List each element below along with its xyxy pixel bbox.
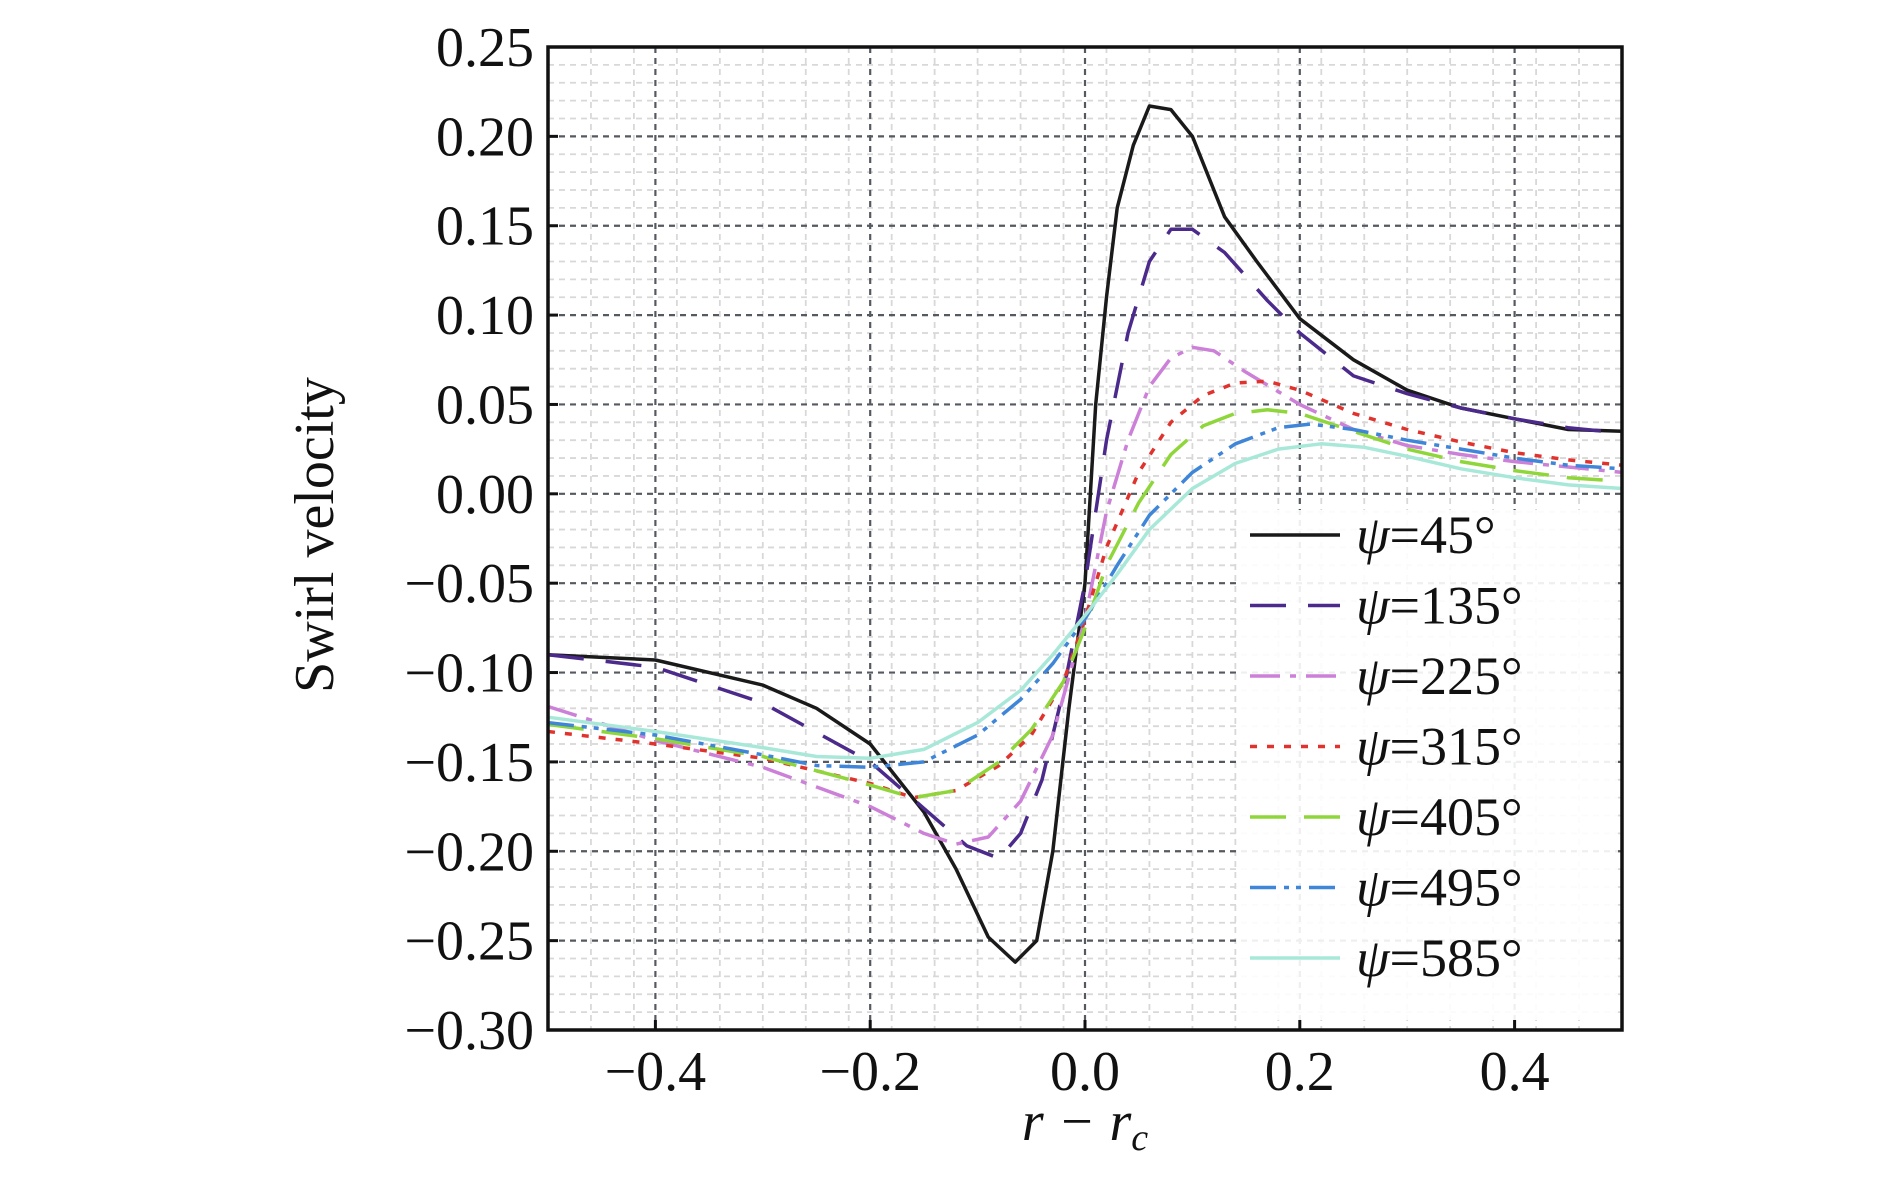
y-tick-label: 0.15: [436, 196, 534, 258]
legend-label-7: ψ=585°: [1356, 928, 1523, 988]
legend-symbol: ψ: [1356, 858, 1391, 918]
legend-symbol: ψ: [1356, 928, 1391, 988]
y-tick-label: −0.25: [404, 911, 534, 973]
x-tick-label: −0.2: [819, 1041, 921, 1103]
series-layer: [547, 104, 1623, 964]
x-tick-label: −0.4: [605, 1041, 707, 1103]
tick-layer: −0.4 −0.2 0.0 0.2 0.4 0.25 0.20 0.15 0.10 0.05 0.0…: [404, 17, 1549, 1103]
y-tick-label: 0.10: [436, 285, 534, 347]
x-axis-title-main: r − r: [1022, 1091, 1132, 1153]
y-tick-label: −0.05: [404, 553, 534, 615]
legend-label-5: ψ=405°: [1356, 787, 1523, 847]
legend: ψ=45°ψ=135°ψ=225°ψ=315°ψ=405°ψ=495°ψ=585…: [1240, 505, 1618, 1020]
y-axis-title: Swirl velocity: [284, 377, 346, 693]
y-tick-label: 0.05: [436, 374, 534, 436]
legend-symbol: ψ: [1356, 505, 1391, 565]
series-line-3: [547, 345, 1623, 846]
legend-label-3: ψ=225°: [1356, 646, 1523, 706]
legend-symbol: ψ: [1356, 787, 1391, 847]
legend-symbol: ψ: [1356, 646, 1391, 706]
x-axis-title: r − rc: [1022, 1091, 1148, 1159]
legend-value: =225°: [1390, 646, 1523, 706]
x-tick-label: 0.0: [1050, 1041, 1120, 1103]
x-tick-label: 0.4: [1480, 1041, 1550, 1103]
y-tick-label: 0.00: [436, 464, 534, 526]
legend-symbol: ψ: [1356, 717, 1391, 777]
legend-box: [1240, 510, 1618, 1020]
series-line-1: [547, 104, 1623, 964]
legend-value: =135°: [1390, 576, 1523, 636]
legend-value: =585°: [1390, 928, 1523, 988]
y-tick-label: −0.20: [404, 821, 534, 883]
y-tick-label: −0.30: [404, 1000, 534, 1062]
legend-value: =495°: [1390, 858, 1523, 918]
legend-value: =45°: [1390, 505, 1496, 565]
legend-value: =315°: [1390, 717, 1523, 777]
legend-label-4: ψ=315°: [1356, 717, 1523, 777]
legend-symbol: ψ: [1356, 576, 1391, 636]
legend-value: =405°: [1390, 787, 1523, 847]
legend-label-2: ψ=135°: [1356, 576, 1523, 636]
y-tick-label: 0.20: [436, 106, 534, 168]
y-tick-label: −0.15: [404, 732, 534, 794]
x-axis-title-sub: c: [1131, 1117, 1148, 1159]
series-line-2: [547, 227, 1623, 861]
series-line-7: [547, 442, 1623, 761]
x-tick-label: 0.2: [1265, 1041, 1335, 1103]
y-tick-label: 0.25: [436, 17, 534, 79]
series-line-5: [547, 408, 1623, 800]
legend-label-1: ψ=45°: [1356, 505, 1496, 565]
y-tick-label: −0.10: [404, 643, 534, 705]
series-line-6: [547, 422, 1623, 770]
legend-label-6: ψ=495°: [1356, 858, 1523, 918]
